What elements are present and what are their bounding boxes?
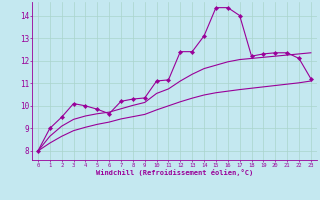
- X-axis label: Windchill (Refroidissement éolien,°C): Windchill (Refroidissement éolien,°C): [96, 169, 253, 176]
